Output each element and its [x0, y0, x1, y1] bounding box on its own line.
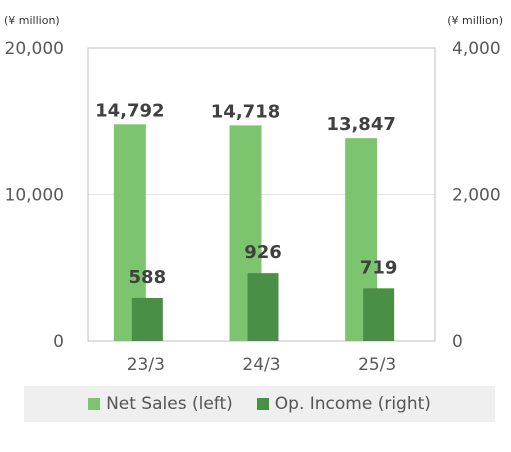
data-label-op-income: 926	[244, 242, 282, 263]
bar-chart: 0 10,000 20,000 0 2,000 4,000 14,792 588 23/3 14,…	[5, 39, 501, 375]
right-axis-tick-label: 0	[452, 332, 463, 352]
data-label-net-sales: 14,792	[95, 100, 164, 121]
data-label-net-sales: 13,847	[326, 114, 395, 135]
legend: Net Sales (left) Op. Income (right)	[24, 386, 495, 422]
bar-op-income	[131, 297, 163, 341]
x-axis-tick-label: 23/3	[127, 355, 165, 375]
right-axis-unit: (¥ million)	[447, 14, 503, 27]
data-label-op-income: 588	[129, 267, 167, 288]
data-label-net-sales: 14,718	[211, 101, 280, 122]
left-axis-tick-label: 10,000	[5, 186, 64, 206]
legend-label-op-income: Op. Income (right)	[274, 394, 431, 414]
x-axis-tick-label: 24/3	[242, 355, 280, 375]
legend-item-op-income: Op. Income (right)	[256, 394, 431, 414]
legend-item-net-sales: Net Sales (left)	[88, 394, 233, 414]
left-axis-tick-label: 20,000	[5, 39, 64, 59]
legend-label-net-sales: Net Sales (left)	[106, 394, 233, 414]
bar-op-income	[247, 273, 279, 341]
data-label-op-income: 719	[360, 257, 398, 278]
right-axis-tick-label: 4,000	[452, 39, 501, 59]
legend-swatch-net-sales	[88, 398, 101, 410]
right-axis-tick-label: 2,000	[452, 186, 501, 206]
legend-swatch-op-income	[256, 398, 269, 410]
left-axis-tick-label: 0	[53, 332, 64, 352]
left-axis-unit: (¥ million)	[4, 14, 60, 27]
x-axis-tick-label: 25/3	[358, 355, 396, 375]
bar-op-income	[363, 288, 395, 341]
